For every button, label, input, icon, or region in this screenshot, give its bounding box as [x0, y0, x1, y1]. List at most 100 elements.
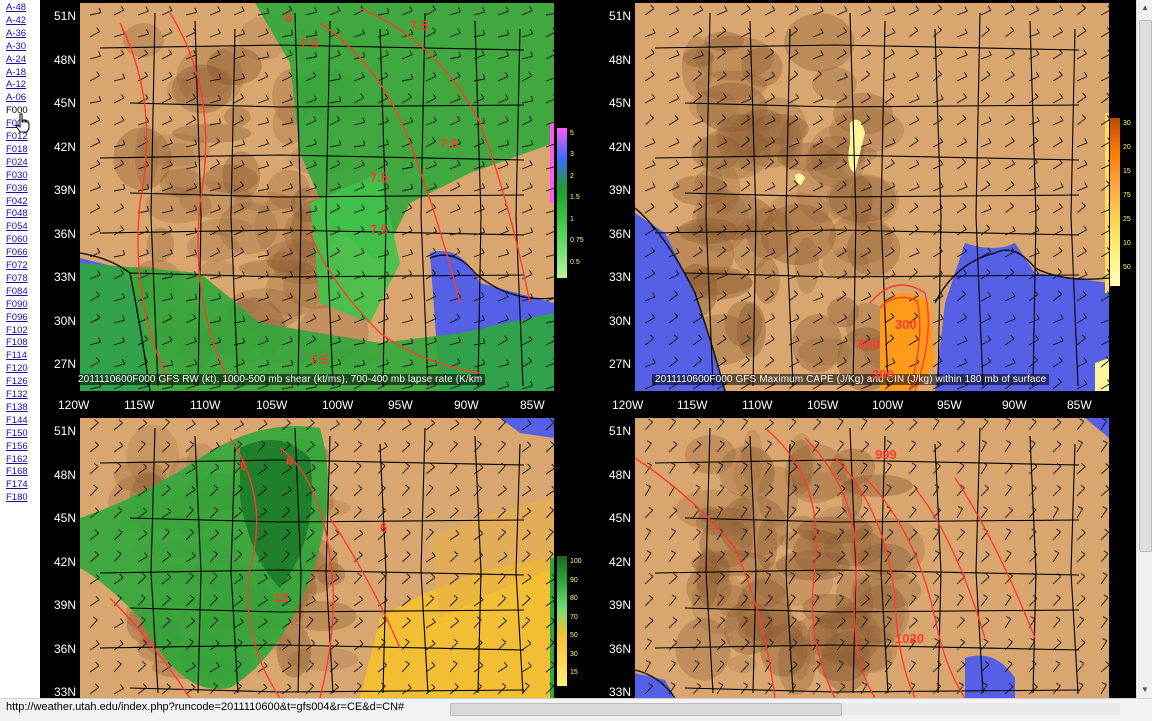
forecast-link-f108[interactable]: F108: [6, 337, 28, 349]
colorbar-shear-label: 5: [570, 130, 574, 137]
forecast-link-a-24[interactable]: A-24: [6, 54, 26, 66]
contour-label-bottom-left: 6: [380, 520, 387, 535]
horizontal-scroll-thumb[interactable]: [450, 703, 842, 716]
forecast-link-f078[interactable]: F078: [6, 273, 28, 285]
lat-label-right: 33N: [597, 270, 631, 284]
lat-label-left: 30N: [42, 314, 76, 328]
contour-label-top-right: 600: [858, 337, 880, 352]
colorbar-shear-label: 1: [570, 216, 574, 223]
lat-label-left-bottom: 33N: [42, 685, 76, 699]
lon-label-left: 105W: [256, 398, 287, 412]
forecast-link-f126[interactable]: F126: [6, 376, 28, 388]
lat-label-left: 42N: [42, 140, 76, 154]
forecast-link-f150[interactable]: F150: [6, 428, 28, 440]
panel-pressure[interactable]: [635, 418, 1109, 698]
lat-label-left-bottom: 48N: [42, 468, 76, 482]
forecast-link-a-30[interactable]: A-30: [6, 41, 26, 53]
forecast-link-f102[interactable]: F102: [6, 325, 28, 337]
contour-label-top-right: 300: [895, 317, 917, 332]
contour-label-top-left: 7.5: [310, 352, 328, 367]
lat-label-left: 51N: [42, 9, 76, 23]
lat-label-right-bottom: 33N: [597, 685, 631, 699]
lat-label-right: 42N: [597, 140, 631, 154]
forecast-link-f036[interactable]: F036: [6, 183, 28, 195]
panel-precip-rh[interactable]: [80, 418, 554, 698]
forecast-link-f048[interactable]: F048: [6, 208, 28, 220]
forecast-link-f120[interactable]: F120: [6, 363, 28, 375]
horizontal-scrollbar[interactable]: [450, 703, 1120, 715]
colorbar-cape-label: 75: [1123, 192, 1131, 199]
contour-label-bottom-left: 6: [286, 453, 293, 468]
forecast-link-f156[interactable]: F156: [6, 441, 28, 453]
forecast-link-a-36[interactable]: A-36: [6, 28, 26, 40]
forecast-link-a-18[interactable]: A-18: [6, 67, 26, 79]
forecast-link-f060[interactable]: F060: [6, 234, 28, 246]
forecast-link-f024[interactable]: F024: [6, 157, 28, 169]
lon-label-right: 120W: [612, 398, 643, 412]
colorbar-shear: [557, 128, 567, 278]
lon-label-left: 90W: [454, 398, 479, 412]
lat-label-left: 39N: [42, 183, 76, 197]
lon-label-left: 95W: [388, 398, 413, 412]
panel-cape-cin[interactable]: [635, 3, 1109, 391]
colorbar-rh-label: 90: [570, 577, 578, 584]
forecast-link-f114[interactable]: F114: [6, 350, 27, 362]
lon-label-left: 115W: [124, 398, 154, 412]
lon-label-right: 115W: [677, 398, 707, 412]
vertical-scroll-thumb[interactable]: [1139, 20, 1152, 552]
forecast-link-f090[interactable]: F090: [6, 299, 28, 311]
field-fill: [1105, 113, 1109, 293]
lat-label-right: 51N: [597, 9, 631, 23]
lat-label-left-bottom: 45N: [42, 511, 76, 525]
caption-top-left: 2011110600F000 GFS RW (kt), 1000-500 mb …: [75, 374, 485, 385]
vertical-scrollbar[interactable]: ▲ ▼: [1136, 0, 1152, 698]
forecast-link-f096[interactable]: F096: [6, 312, 28, 324]
colorbar-shear-label: 3: [570, 151, 574, 158]
forecast-link-f042[interactable]: F042: [6, 196, 28, 208]
lat-label-left: 27N: [42, 357, 76, 371]
panel-shear-lapse-rate[interactable]: [80, 3, 554, 391]
colorbar-cape-label: 30: [1123, 120, 1131, 127]
forecast-link-f018[interactable]: F018: [6, 144, 28, 156]
forecast-link-a-42[interactable]: A-42: [6, 15, 26, 27]
forecast-link-f162[interactable]: F162: [6, 454, 28, 466]
colorbar-shear-label: 2: [570, 173, 574, 180]
forecast-link-a-12[interactable]: A-12: [6, 79, 26, 91]
lat-label-right-bottom: 45N: [597, 511, 631, 525]
forecast-link-f066[interactable]: F066: [6, 247, 28, 259]
forecast-link-f054[interactable]: F054: [6, 221, 28, 233]
forecast-link-a-48[interactable]: A-48: [6, 2, 26, 14]
colorbar-rh-label: 50: [570, 632, 578, 639]
contour-label-bottom-right: 1020: [895, 631, 924, 646]
colorbar-shear-label: 1.5: [570, 194, 580, 201]
colorbar-shear-label: 0.75: [570, 237, 584, 244]
field-fill: [1095, 358, 1109, 391]
forecast-link-a-06[interactable]: A-06: [6, 92, 26, 104]
forecast-link-f084[interactable]: F084: [6, 286, 28, 298]
forecast-link-f144[interactable]: F144: [6, 415, 28, 427]
forecast-link-f072[interactable]: F072: [6, 260, 28, 272]
forecast-link-f138[interactable]: F138: [6, 402, 28, 414]
lon-label-right: 100W: [872, 398, 903, 412]
scroll-up-arrow-icon[interactable]: ▲: [1137, 0, 1152, 16]
lon-label-right: 105W: [807, 398, 838, 412]
lon-label-right: 95W: [937, 398, 962, 412]
field-fill: [550, 558, 554, 698]
lat-label-right: 39N: [597, 183, 631, 197]
field-fill: [550, 123, 554, 203]
lon-label-left: 100W: [322, 398, 353, 412]
forecast-link-f030[interactable]: F030: [6, 170, 28, 182]
forecast-link-f168[interactable]: F168: [6, 466, 28, 478]
forecast-link-f174[interactable]: F174: [6, 479, 28, 491]
lat-label-left-bottom: 42N: [42, 555, 76, 569]
scroll-down-arrow-icon[interactable]: ▼: [1137, 682, 1152, 698]
forecast-link-f132[interactable]: F132: [6, 389, 28, 401]
lon-label-right: 90W: [1002, 398, 1027, 412]
lat-label-left: 33N: [42, 270, 76, 284]
forecast-link-f180[interactable]: F180: [6, 492, 28, 504]
lat-label-right-bottom: 51N: [597, 424, 631, 438]
colorbar-cape-label: 10: [1123, 240, 1131, 247]
contour-label-top-left: 7.5: [300, 36, 318, 51]
